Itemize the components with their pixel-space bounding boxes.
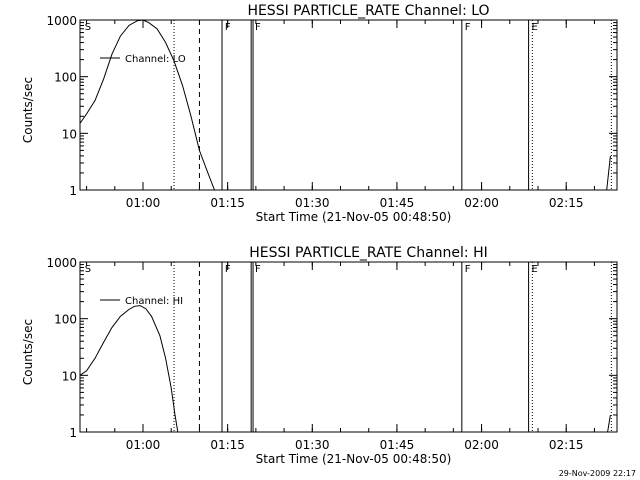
plot-frame — [79, 19, 618, 191]
chart-title: HESSI PARTICLE_RATE Channel: HI — [249, 245, 487, 261]
series-line-tail — [607, 414, 611, 432]
legend-label: Channel: HI — [125, 296, 183, 307]
flag-label: F — [465, 22, 471, 33]
y-tick-label: 1000 — [46, 14, 77, 28]
flag-label: F — [465, 264, 471, 275]
series-line — [80, 20, 215, 190]
plots-group: HESSI PARTICLE_RATE Channel: LO S F F F E Chan… — [21, 3, 618, 466]
flag-label: E — [531, 264, 537, 275]
x-tick-label: 01:30 — [295, 196, 330, 210]
flag-label: F — [255, 22, 261, 33]
y-tick-label: 100 — [54, 313, 77, 327]
x-tick-label: 01:15 — [210, 438, 245, 452]
x-tick-label: 01:30 — [295, 438, 330, 452]
x-tick-label: 01:45 — [380, 438, 415, 452]
chart-panel-2: HESSI PARTICLE_RATE Channel: HISFFFEChan… — [21, 245, 618, 466]
x-tick-label: 01:15 — [210, 196, 245, 210]
flag-label: S — [85, 264, 91, 275]
legend-label: Channel: LO — [125, 54, 186, 65]
y-axis-label: Counts/sec — [21, 77, 35, 143]
y-tick-label: 1000 — [46, 256, 77, 270]
x-tick-label: 02:00 — [464, 438, 499, 452]
footer-timestamp: 29-Nov-2009 22:17 — [559, 469, 636, 478]
x-tick-label: 02:15 — [549, 196, 584, 210]
y-tick-label: 100 — [54, 71, 77, 85]
flag-label: E — [531, 22, 537, 33]
event-markers — [173, 262, 612, 432]
x-tick-label: 01:45 — [380, 196, 415, 210]
x-tick-label: 02:00 — [464, 196, 499, 210]
y-tick-label: 1 — [69, 426, 77, 440]
y-tick-label: 10 — [62, 127, 77, 141]
y-axis-label: Counts/sec — [21, 319, 35, 385]
chart-title: HESSI PARTICLE_RATE Channel: LO — [247, 3, 489, 19]
y-tick-label: 10 — [62, 369, 77, 383]
x-tick-label: 02:15 — [549, 438, 584, 452]
chart-panel-1: HESSI PARTICLE_RATE Channel: LOSFFFEChan… — [21, 3, 618, 224]
x-axis-label: Start Time (21-Nov-05 00:48:50) — [256, 210, 452, 224]
x-tick-label: 01:00 — [126, 438, 161, 452]
x-axis-label: Start Time (21-Nov-05 00:48:50) — [256, 452, 452, 466]
plot-frame — [79, 261, 618, 433]
series-line-tail — [606, 155, 611, 190]
flag-label: F — [255, 264, 261, 275]
y-tick-label: 1 — [69, 184, 77, 198]
x-tick-label: 01:00 — [126, 196, 161, 210]
series-line — [80, 305, 179, 432]
flag-label: S — [85, 22, 91, 33]
event-markers — [173, 20, 612, 190]
